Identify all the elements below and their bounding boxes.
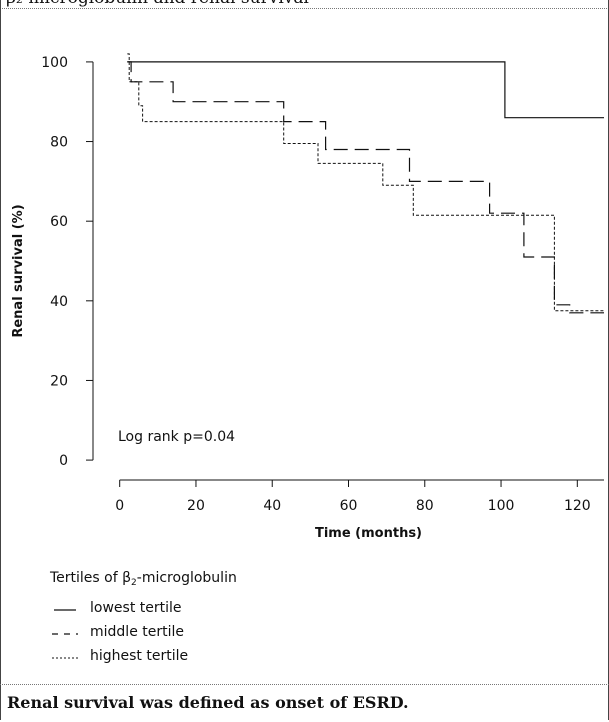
legend-title: Tertiles of β2-microglobulin xyxy=(50,570,237,588)
axes: 0 20 40 60 80 100 0 20 40 60 80 100 120 xyxy=(41,55,604,514)
y-tick-label: 60 xyxy=(50,214,68,230)
plot-lines xyxy=(127,53,604,314)
log-rank-annotation: Log rank p=0.04 xyxy=(118,429,235,445)
legend-label-middle: middle tertile xyxy=(90,624,184,640)
x-axis-title: Time (months) xyxy=(315,526,422,541)
x-tick-label: 80 xyxy=(416,498,434,514)
header-fragment: β₂-microglobulin and renal survival xyxy=(6,0,606,8)
legend-item-highest: highest tertile xyxy=(50,644,237,668)
y-tick-label: 80 xyxy=(50,135,68,151)
x-tick-label: 100 xyxy=(488,498,515,514)
y-tick-label: 0 xyxy=(59,453,68,469)
series-line-dotted xyxy=(127,53,604,312)
survival-chart: 0 20 40 60 80 100 0 20 40 60 80 100 120 Log rank p=0… xyxy=(11,53,604,541)
x-tick-label: 20 xyxy=(187,498,205,514)
legend-item-lowest: lowest tertile xyxy=(50,596,237,620)
y-axis-title: Renal survival (%) xyxy=(11,204,26,337)
dashed-line-swatch-icon xyxy=(50,627,80,637)
x-tick-label: 120 xyxy=(564,498,591,514)
x-tick-label: 40 xyxy=(263,498,281,514)
series-line-solid xyxy=(127,61,604,119)
y-tick-label: 100 xyxy=(41,55,68,71)
y-tick-label: 40 xyxy=(50,294,68,310)
bottom-rule xyxy=(0,684,609,685)
dotted-line-swatch-icon xyxy=(50,651,80,661)
legend: Tertiles of β2-microglobulin lowest tert… xyxy=(50,570,237,668)
x-tick-label: 60 xyxy=(340,498,358,514)
footnote: Renal survival was defined as onset of E… xyxy=(7,693,409,712)
y-tick-label: 20 xyxy=(50,373,68,389)
legend-title-sub: 2 xyxy=(131,578,137,588)
x-tick-label: 0 xyxy=(115,498,124,514)
legend-title-suffix: -microglobulin xyxy=(136,570,237,586)
solid-line-swatch-icon xyxy=(50,603,80,613)
legend-item-middle: middle tertile xyxy=(50,620,237,644)
legend-label-lowest: lowest tertile xyxy=(90,600,182,616)
legend-title-prefix: Tertiles of β xyxy=(50,570,132,586)
top-rule: β₂-microglobulin and renal survival xyxy=(0,0,609,9)
series-line-dashed xyxy=(127,61,604,314)
legend-label-highest: highest tertile xyxy=(90,648,189,664)
